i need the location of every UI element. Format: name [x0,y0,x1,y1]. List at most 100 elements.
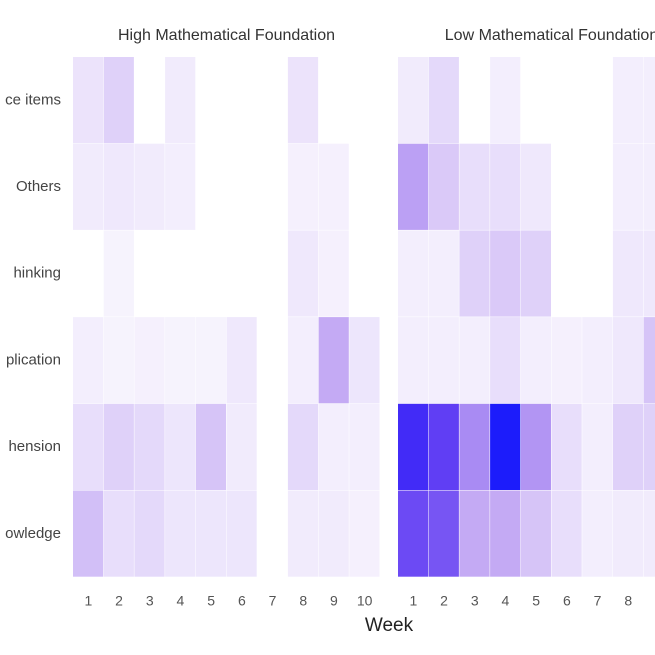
heat-cell [73,143,104,230]
heat-cell [103,143,134,230]
heat-cell [134,403,165,490]
heat-cell [490,230,521,317]
heat-cell [349,403,380,490]
row-label: owledge [5,525,61,542]
heat-cell [398,57,429,144]
x-tick-label: 7 [594,593,602,609]
panel-title: Low Mathematical Foundation [445,27,655,44]
heat-cell [643,403,655,490]
heat-cell [428,57,459,144]
heat-cell [195,317,226,404]
heat-cell [398,230,429,317]
x-tick-label: 8 [299,593,307,609]
x-tick-label: 5 [532,593,540,609]
heat-cell [318,230,349,317]
heat-cell [73,490,104,577]
row-label: ce items [5,91,61,108]
heat-cell [398,143,429,230]
heat-cell [643,57,655,144]
heat-cell [287,57,319,144]
heat-cell [428,490,459,577]
x-tick-label: 1 [84,593,92,609]
x-tick-label: 8 [624,593,632,609]
heat-cell [520,490,551,577]
panel-title: High Mathematical Foundation [118,27,335,44]
heat-cell [134,317,165,404]
heat-cell [643,230,655,317]
heat-cell [73,403,104,490]
heat-cell [490,143,521,230]
heat-cell [165,490,196,577]
heat-cell [165,57,196,144]
row-label: hinking [13,265,61,282]
heat-cell [582,403,613,490]
heat-cell [398,490,429,577]
heat-cell [226,403,257,490]
x-tick-label: 4 [177,593,185,609]
x-tick-label: 6 [238,593,246,609]
heat-cell [490,490,521,577]
x-tick-label: 4 [502,593,510,609]
heat-cell [612,317,644,404]
heat-cell [428,317,459,404]
heat-cell [318,143,349,230]
heat-cell [551,317,582,404]
heat-cell [287,317,319,404]
heat-cell [287,230,319,317]
heat-cell [103,317,134,404]
heat-cell [103,403,134,490]
heat-cell [612,143,644,230]
heat-cell [459,317,490,404]
x-tick-label: 10 [357,593,373,609]
heat-cell [459,490,490,577]
x-tick-label: 2 [440,593,448,609]
heat-cell [349,490,380,577]
heat-cell [612,490,644,577]
heat-cell [520,230,551,317]
x-tick-label: 5 [207,593,215,609]
heat-cell [226,317,257,404]
heat-cell [226,490,257,577]
heat-cell [165,317,196,404]
heat-cell [551,403,582,490]
heat-cell [73,317,104,404]
heat-cell [643,143,655,230]
heat-cell [103,57,134,144]
x-axis-label: Week [365,615,414,636]
heat-cell [287,403,319,490]
x-tick-label: 1 [409,593,417,609]
heat-cell [349,317,380,404]
x-tick-label: 2 [115,593,123,609]
heat-cell [103,490,134,577]
heat-cell [490,403,521,490]
heat-cell [165,143,196,230]
heat-cell [490,317,521,404]
heat-cell [398,403,429,490]
heat-cell [287,143,319,230]
heat-cell [134,490,165,577]
row-label: Others [16,178,61,195]
heat-cell [103,230,134,317]
heat-cell [520,143,551,230]
heat-cell [582,490,613,577]
heat-cell [398,317,429,404]
heat-cell [287,490,319,577]
heat-cell [520,317,551,404]
heat-cell [520,403,551,490]
x-tick-label: 7 [269,593,277,609]
heat-cell [459,230,490,317]
x-tick-label: 3 [471,593,479,609]
heat-cell [459,403,490,490]
row-label: hension [8,438,61,455]
heat-cell [612,57,644,144]
row-label: plication [6,351,61,368]
x-tick-label: 3 [146,593,154,609]
heat-cell [428,143,459,230]
heat-cell [551,490,582,577]
heat-cell [643,490,655,577]
heat-cell [195,403,226,490]
heat-cell [428,403,459,490]
heat-cell [165,403,196,490]
